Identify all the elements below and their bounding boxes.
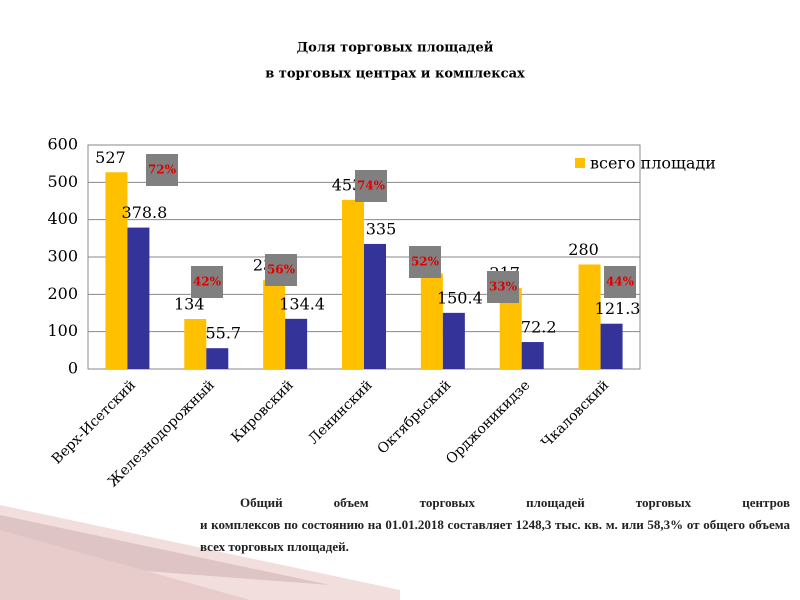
bar	[105, 172, 128, 369]
bar	[184, 318, 207, 369]
bar	[127, 227, 150, 369]
bar	[420, 273, 443, 369]
value-label: 378.8	[122, 203, 168, 222]
bar	[364, 243, 386, 369]
bar	[499, 287, 522, 369]
x-tick-label: Кировский	[228, 377, 296, 445]
decor	[0, 515, 330, 585]
bar	[578, 264, 601, 369]
annotation: 52%	[411, 255, 440, 269]
value-label: 527	[95, 148, 126, 167]
y-tick-label: 600	[47, 135, 78, 154]
value-label: 335	[366, 219, 397, 238]
bar	[285, 318, 308, 369]
y-tick-label: 300	[47, 247, 78, 266]
y-tick-label: 500	[47, 172, 78, 191]
x-tick-label: Орджоникидзе	[443, 377, 533, 467]
y-tick-label: 0	[68, 359, 78, 378]
value-label: 121.3	[595, 299, 641, 318]
annotation-box	[265, 254, 297, 286]
value-label: 150.4	[437, 288, 483, 307]
bar	[442, 312, 465, 369]
annotation-box	[487, 271, 519, 303]
bar	[521, 342, 544, 369]
x-tick-label: Ленинский	[305, 377, 375, 447]
x-tick-label: Октябрьский	[375, 377, 455, 457]
footer-line: и комплексов по состоянию на 01.01.2018 …	[200, 517, 790, 554]
value-label: 280	[568, 240, 599, 259]
legend-swatch	[575, 158, 585, 168]
x-tick-label: Верх-Исетский	[49, 377, 139, 467]
chart-title: в торговых центрах и комплексах	[265, 67, 525, 82]
decor	[0, 530, 250, 600]
annotation-box	[355, 170, 387, 202]
bar	[263, 280, 286, 369]
footer: Общий объем торговых площадей торговых ц…	[200, 492, 790, 558]
x-tick-label: Чкаловский	[538, 377, 612, 451]
chart-title: Доля торговых площадей	[297, 41, 494, 56]
annotation: 74%	[357, 179, 386, 193]
legend-label: всего площади	[590, 154, 716, 173]
bar	[600, 323, 623, 369]
y-tick-label: 200	[47, 284, 78, 303]
y-tick-label: 100	[47, 321, 78, 340]
annotation-box	[604, 266, 636, 298]
value-label: 453	[332, 175, 363, 194]
value-label: 134	[174, 294, 205, 313]
y-tick-label: 400	[47, 209, 78, 228]
value-label: 72.2	[521, 318, 557, 337]
annotation: 56%	[267, 263, 296, 277]
value-label: 55.7	[205, 324, 241, 343]
annotation-box	[191, 266, 223, 298]
annotation: 72%	[148, 163, 177, 177]
annotation-box	[146, 154, 178, 186]
bar	[342, 199, 364, 369]
annotation-box	[409, 246, 441, 278]
annotation: 42%	[193, 275, 222, 289]
footer-line: Общий объем торговых площадей торговых ц…	[240, 495, 790, 510]
value-label: 134.4	[279, 294, 325, 313]
annotation: 44%	[606, 275, 635, 289]
bar	[206, 348, 229, 369]
annotation: 33%	[489, 280, 518, 294]
